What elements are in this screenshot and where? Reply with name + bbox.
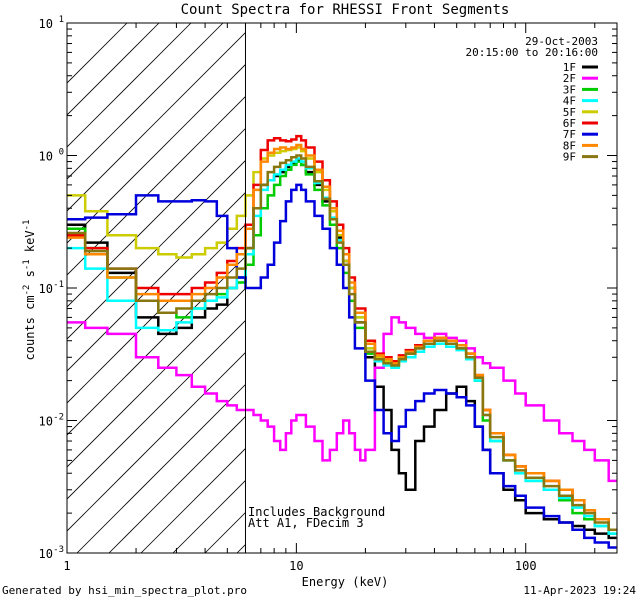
y-tick-exponent: 0: [59, 148, 64, 158]
legend-label: 4F: [563, 95, 576, 108]
y-tick-label: 10: [39, 415, 53, 429]
x-tick-label: 1: [63, 559, 70, 573]
legend-label: 7F: [563, 128, 576, 141]
annotation-attenuator: Att A1, FDecim 3: [248, 516, 364, 530]
y-axis-label: counts cm-2 s-1 keV-1: [22, 220, 37, 361]
footer-timestamp: 11-Apr-2023 19:24: [523, 584, 636, 597]
y-tick-label: 10: [39, 547, 53, 561]
legend-date: 29-Oct-2003: [525, 35, 598, 48]
hatch-line: [67, 23, 160, 116]
hatch-line: [67, 23, 320, 276]
x-axis-label: Energy (keV): [302, 575, 389, 589]
legend-label: 3F: [563, 83, 576, 96]
legend-label: 1F: [563, 61, 576, 74]
legend-label: 8F: [563, 139, 576, 152]
y-tick-exponent: -3: [53, 545, 64, 555]
y-tick-label: 10: [39, 282, 53, 296]
x-tick-label: 10: [289, 559, 303, 573]
legend-label: 2F: [563, 72, 576, 85]
legend-time-range: 20:15:00 to 20:16:00: [466, 46, 598, 59]
annotation-background: Includes Background: [248, 505, 385, 519]
legend-label: 5F: [563, 106, 576, 119]
y-tick-exponent: 1: [59, 15, 64, 25]
series-7F: [67, 183, 617, 549]
y-tick-label: 10: [39, 17, 53, 31]
legend-label: 6F: [563, 117, 576, 130]
footer-generated-by: Generated by hsi_min_spectra_plot.pro: [2, 584, 247, 597]
series-2F: [67, 316, 617, 483]
hatch-line: [67, 23, 192, 148]
x-tick-label: 100: [515, 559, 537, 573]
series-lines: [67, 134, 617, 549]
series-9F: [67, 154, 617, 531]
y-tick-label: 10: [39, 150, 53, 164]
y-tick-exponent: -2: [53, 413, 64, 423]
legend-label: 9F: [563, 151, 576, 164]
legend: 29-Oct-2003 20:15:00 to 20:16:00 1F2F3F4…: [466, 35, 598, 164]
hatch-line: [67, 23, 256, 212]
hatch-line: [67, 23, 224, 180]
hatch-line: [67, 23, 288, 244]
y-tick-exponent: -1: [53, 280, 64, 290]
chart-title: Count Spectra for RHESSI Front Segments: [181, 2, 510, 18]
hatch-mask: [245, 23, 617, 553]
